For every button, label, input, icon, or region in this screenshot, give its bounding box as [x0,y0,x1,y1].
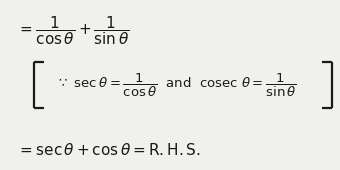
Text: $= \dfrac{1}{\cos \theta} + \dfrac{1}{\sin \theta}$: $= \dfrac{1}{\cos \theta} + \dfrac{1}{\s… [17,14,130,47]
Text: $\because\ \sec \theta = \dfrac{1}{\cos \theta}\ \ \mathrm{and}\ \ \mathrm{cosec: $\because\ \sec \theta = \dfrac{1}{\cos … [56,71,297,99]
Text: $= \sec \theta + \cos \theta = \mathrm{R.H.S.}$: $= \sec \theta + \cos \theta = \mathrm{R… [17,142,201,158]
